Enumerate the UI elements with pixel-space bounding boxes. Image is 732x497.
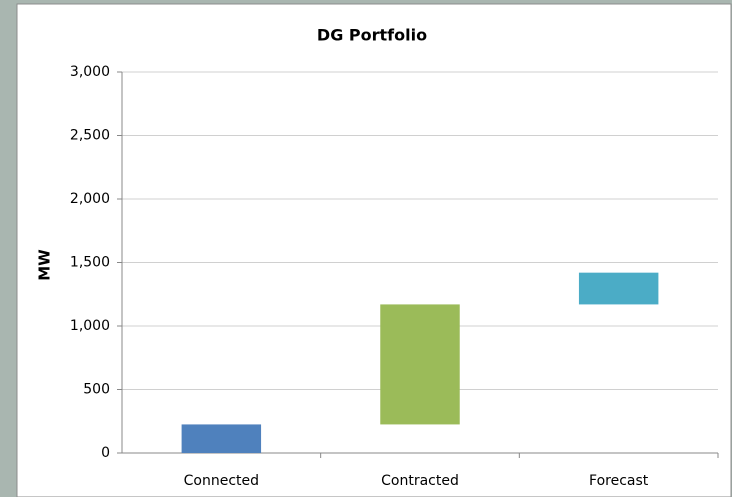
y-axis-label: MW: [36, 249, 54, 281]
y-tick-label: 3,000: [70, 64, 110, 80]
x-tick-label: Forecast: [589, 473, 649, 489]
chart-panel: [17, 4, 731, 497]
chart: DG Portfolio MW 0 500 1,000 1,500 2,000 2,500…: [0, 0, 732, 497]
y-tick-label: 2,500: [70, 128, 110, 144]
y-tick-label: 1,000: [70, 318, 110, 334]
y-tick-label: 1,500: [70, 255, 110, 271]
x-tick-label: Connected: [184, 473, 259, 489]
y-tick-label: 500: [83, 382, 110, 398]
y-tick-label: 2,000: [70, 191, 110, 207]
x-tick-label: Contracted: [381, 473, 459, 489]
y-tick-label: 0: [101, 445, 110, 461]
page: DG Portfolio MW 0 500 1,000 1,500 2,000 2,500…: [0, 0, 732, 497]
bar: [182, 424, 261, 453]
bar: [380, 304, 459, 424]
bar: [579, 273, 658, 305]
chart-title: DG Portfolio: [317, 26, 427, 45]
